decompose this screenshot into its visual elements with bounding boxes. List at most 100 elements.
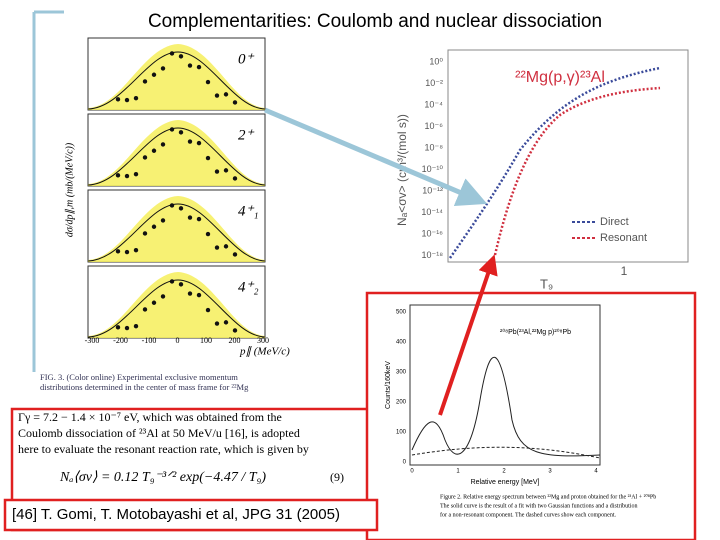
data-point bbox=[196, 292, 202, 298]
data-point bbox=[232, 252, 238, 257]
citation: [46] T. Gomi, T. Motobayashi et al, JPG … bbox=[12, 506, 340, 523]
spectrum-plot: 500 400 300 200 100 00 1 2 3 4 bbox=[396, 310, 598, 475]
data-point bbox=[178, 282, 184, 287]
y-tick-label: 10⁻¹² bbox=[422, 185, 443, 195]
data-point bbox=[142, 155, 148, 160]
data-point bbox=[187, 291, 193, 296]
data-point bbox=[160, 66, 166, 71]
legend-label: Direct bbox=[600, 216, 629, 228]
excerpt-line: Γγ = 7.2 − 1.4 × 10⁻⁷ eV, which was obta… bbox=[18, 410, 282, 424]
y-tick-label: 300 bbox=[396, 370, 407, 376]
x-tick-label: 1 bbox=[456, 469, 460, 475]
y-label: Counts/160keV bbox=[385, 361, 392, 409]
data-point bbox=[232, 100, 238, 105]
data-point bbox=[169, 127, 175, 132]
component-curve bbox=[411, 446, 601, 459]
data-point bbox=[160, 218, 166, 223]
bracket bbox=[32, 10, 64, 372]
x-tick-label: 1 bbox=[621, 264, 628, 278]
data-point bbox=[124, 249, 130, 255]
x-tick-label: 2 bbox=[502, 469, 506, 475]
excerpt-line: here to evaluate the resonant reaction r… bbox=[18, 442, 309, 456]
data-point bbox=[205, 231, 211, 237]
y-tick-label: 10⁻² bbox=[425, 78, 443, 88]
y-tick-label: 10⁻¹⁰ bbox=[422, 164, 444, 174]
data-point bbox=[205, 79, 211, 85]
caption-line: for a non-resonant component. The dashed… bbox=[440, 511, 617, 518]
data-point bbox=[187, 139, 193, 144]
y-tick-label: 10⁻¹⁸ bbox=[421, 250, 443, 260]
panel-label: 2⁺ bbox=[238, 127, 255, 143]
uncertainty-band bbox=[88, 120, 265, 186]
data-point bbox=[223, 244, 229, 249]
data-point bbox=[169, 51, 175, 56]
data-point bbox=[214, 321, 220, 326]
data-point bbox=[196, 64, 202, 70]
data-point bbox=[169, 279, 175, 284]
data-point bbox=[151, 72, 157, 77]
data-point bbox=[133, 323, 139, 329]
data-point bbox=[178, 130, 184, 135]
excerpt-line: Coulomb dissociation of ²³Al at 50 MeV/u… bbox=[18, 426, 300, 440]
data-point bbox=[142, 79, 148, 84]
arrow bbox=[264, 107, 488, 207]
x-tick-label: 4 bbox=[594, 469, 598, 475]
x-tick-label: 100 bbox=[200, 336, 212, 345]
rate-plot: 10⁰ 10⁻² 10⁻⁴ 10⁻⁶ 10⁻⁸ 10⁻¹⁰ 10⁻¹² 10⁻¹⁴ 10⁻¹⁶ 1… bbox=[421, 56, 443, 260]
panel-label: 0⁺ bbox=[238, 51, 255, 67]
panel-label: 4⁺₁ bbox=[238, 203, 259, 219]
data-point bbox=[223, 320, 229, 325]
direct-curve bbox=[448, 66, 661, 259]
x-tick-label: 200 bbox=[229, 336, 241, 345]
fit-curve bbox=[411, 356, 601, 457]
fit-curve bbox=[87, 279, 266, 338]
data-point bbox=[205, 155, 211, 161]
legend-label: Resonant bbox=[600, 232, 647, 244]
data-point bbox=[151, 148, 157, 153]
data-point bbox=[151, 224, 157, 229]
fit-curve bbox=[87, 51, 266, 110]
y-tick-label: 10⁻⁶ bbox=[425, 121, 444, 131]
data-point bbox=[160, 142, 166, 147]
y-tick-label: 10⁻⁸ bbox=[424, 142, 443, 152]
y-tick-label: 0 bbox=[403, 460, 407, 466]
y-tick-label: 10⁰ bbox=[429, 56, 443, 66]
equation-number: (9) bbox=[330, 470, 344, 484]
y-tick-label: 10⁻⁴ bbox=[424, 99, 443, 109]
x-tick-label: -300 bbox=[85, 336, 100, 345]
data-point bbox=[232, 176, 238, 181]
data-point bbox=[223, 92, 229, 97]
uncertainty-band bbox=[88, 44, 265, 110]
data-point bbox=[124, 173, 130, 179]
y-tick-label: 400 bbox=[396, 340, 407, 346]
x-label: Relative energy [MeV] bbox=[471, 479, 540, 486]
data-point bbox=[160, 294, 166, 299]
slide-title: Complementarities: Coulomb and nuclear d… bbox=[148, 11, 602, 32]
y-tick-label: 10⁻¹⁶ bbox=[422, 228, 444, 238]
y-tick-label: 500 bbox=[396, 310, 407, 316]
x-tick-label: 0 bbox=[410, 469, 414, 475]
data-point bbox=[115, 249, 121, 254]
data-point bbox=[196, 216, 202, 222]
data-point bbox=[187, 215, 193, 220]
uncertainty-band bbox=[88, 196, 265, 262]
data-point bbox=[214, 93, 220, 98]
fit-curve bbox=[87, 127, 266, 186]
arrow bbox=[438, 254, 498, 416]
data-point bbox=[124, 325, 130, 331]
caption-line: distributions determined in the center o… bbox=[40, 382, 249, 392]
data-point bbox=[178, 206, 184, 211]
x-tick-label: -100 bbox=[142, 336, 157, 345]
y-tick-label: 200 bbox=[396, 400, 407, 406]
resonant-curve bbox=[493, 86, 661, 256]
x-tick-label: -200 bbox=[113, 336, 128, 345]
data-point bbox=[115, 173, 121, 178]
data-point bbox=[115, 97, 121, 102]
y-tick-label: 10⁻¹⁴ bbox=[421, 207, 443, 217]
data-point bbox=[124, 97, 130, 103]
data-point bbox=[232, 328, 238, 333]
x-tick-label: 300 bbox=[257, 336, 269, 345]
plot-frame bbox=[447, 49, 689, 263]
x-tick-label: 3 bbox=[548, 469, 552, 475]
equation: Nₐ⟨σv⟩ = 0.12 T₉⁻³ᐟ² exp(−4.47 / T₉) bbox=[59, 470, 266, 485]
